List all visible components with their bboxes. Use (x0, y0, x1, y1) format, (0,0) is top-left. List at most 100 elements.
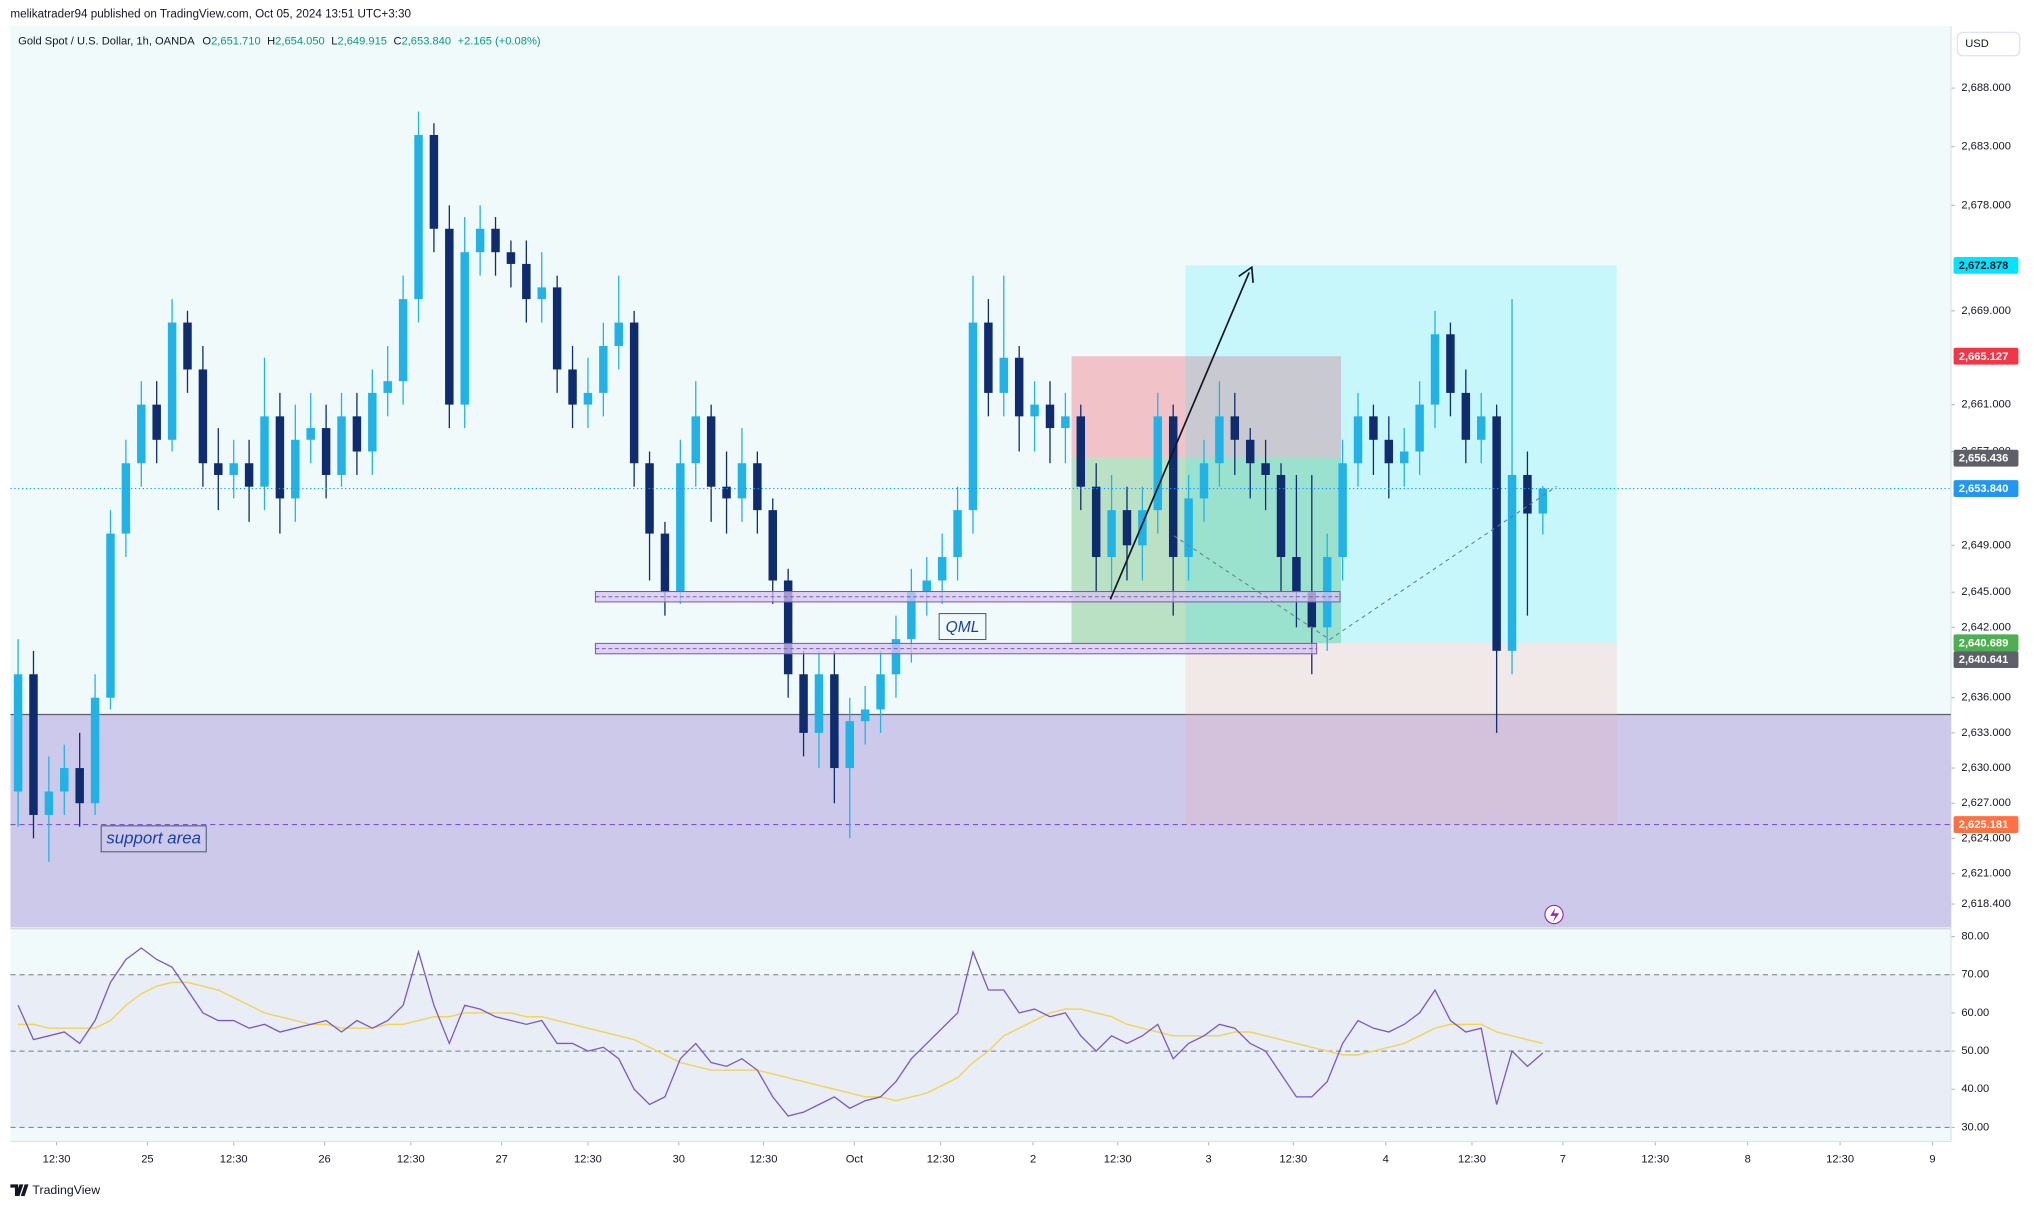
candle-body (1384, 439, 1394, 464)
y-tick-label: 2,678.000 (1961, 199, 2011, 211)
x-tick-label: 12:30 (1279, 1154, 1307, 1166)
price-label-box (1953, 651, 2019, 669)
candle-body (1261, 463, 1270, 475)
candle-body (152, 404, 161, 440)
x-tick-label: 12:30 (1104, 1154, 1132, 1166)
position-path (1173, 535, 1330, 640)
price-label-box (1953, 480, 2019, 497)
candle-body (645, 463, 654, 534)
candle-body (1014, 357, 1024, 417)
candle-body (706, 416, 716, 487)
y-tick-label: 2,630.000 (1961, 762, 2011, 774)
y-tick-label: 2,661.000 (1961, 399, 2011, 411)
y-tick-label: 2,621.000 (1961, 868, 2011, 880)
candle-body (568, 369, 577, 405)
candle-body (1199, 463, 1209, 499)
candle-body (1399, 451, 1409, 464)
candle-body (291, 439, 300, 499)
candle-body (860, 709, 870, 722)
candle-body (783, 580, 793, 675)
candle-body (1538, 488, 1548, 514)
support-area (10, 714, 1951, 928)
candle-body (953, 510, 962, 558)
candle-body (167, 322, 177, 440)
candle-body (522, 263, 531, 300)
currency-button[interactable] (1956, 31, 2021, 57)
x-tick-label: 25 (141, 1154, 153, 1166)
footer-logo: TradingView (10, 1183, 100, 1197)
candle-body (491, 228, 500, 253)
candle-body (352, 416, 362, 452)
candle-body (244, 463, 254, 487)
candle-body (1492, 416, 1501, 651)
candle-body (368, 392, 377, 452)
candle-body (1045, 404, 1055, 429)
x-tick-label: 4 (1383, 1154, 1389, 1166)
x-tick-label: 12:30 (750, 1154, 778, 1166)
candle-body (1353, 416, 1363, 464)
drawings: QML (594, 265, 1564, 925)
candle-body (60, 768, 69, 792)
y-tick-label: 2,642.000 (1961, 621, 2011, 633)
candle-body (1338, 463, 1347, 558)
candle-body (121, 463, 131, 534)
candle-body (1507, 474, 1517, 651)
candle-body (445, 228, 454, 405)
support-label: support area (106, 828, 201, 847)
y-tick-label: 70.00 (1961, 969, 1989, 981)
candle-body (137, 404, 146, 464)
candle-body (1107, 510, 1116, 558)
brand: TradingView (32, 1183, 100, 1197)
x-tick-label: 2 (1030, 1154, 1036, 1166)
candle-body (799, 674, 808, 733)
x-tick-label: 12:30 (397, 1154, 425, 1166)
price-label-box (1953, 347, 2019, 365)
qml-label: QML (946, 619, 980, 636)
x-tick-label: 12:30 (927, 1154, 955, 1166)
candle-body (737, 463, 747, 499)
qml-label-box (938, 613, 987, 641)
axis-layer: 2,688.000 2,683.000 2,678.000 2,669.000 2,66… (43, 82, 2019, 1166)
y-tick-label: 2,645.000 (1961, 586, 2011, 598)
candle-body (1369, 416, 1378, 440)
candle-body (876, 674, 885, 710)
candle-body (1153, 416, 1163, 511)
candle-body (676, 463, 685, 593)
x-tick-label: 12:30 (1641, 1154, 1669, 1166)
candle-body (44, 791, 54, 815)
y-tick-label: 2,618.400 (1961, 898, 2011, 910)
arrow-head (1238, 265, 1254, 283)
candle-body (691, 416, 700, 464)
candle-body (1138, 510, 1147, 546)
position-path (1329, 486, 1557, 640)
y-tick-label: 2,683.000 (1961, 141, 2011, 153)
x-tick-label: Oct (846, 1154, 864, 1166)
candle-body (660, 533, 670, 593)
candle-body (321, 428, 331, 475)
y-tick-label: 30.00 (1961, 1121, 1989, 1133)
price-label: 2,640.689 (1959, 637, 2009, 649)
y-tick-label: 2,688.000 (1961, 82, 2011, 94)
candle-body (1061, 416, 1070, 429)
stat-key: O (202, 35, 211, 47)
stat-key: C (393, 35, 401, 47)
candle-body (1122, 510, 1132, 546)
stat-value: 2,653.840 (402, 35, 452, 47)
candle-body (984, 322, 993, 393)
stat-key: H (267, 35, 275, 47)
candle-body (337, 416, 346, 475)
candle-body (275, 416, 285, 499)
candle-body (1461, 392, 1471, 440)
currency[interactable]: USD (1965, 38, 1989, 50)
price-label: 2,653.840 (1959, 483, 2009, 495)
candle-body (90, 697, 100, 804)
price-label-box (1953, 634, 2019, 652)
candle-body (198, 369, 208, 464)
price-layer: support area (10, 111, 1951, 928)
rsi-line (17, 947, 1544, 1117)
rsi-pane (10, 930, 1951, 1142)
candle-body (106, 533, 115, 698)
candle-body (1215, 416, 1224, 464)
candle-body (722, 486, 731, 499)
support-label-box (100, 825, 207, 853)
